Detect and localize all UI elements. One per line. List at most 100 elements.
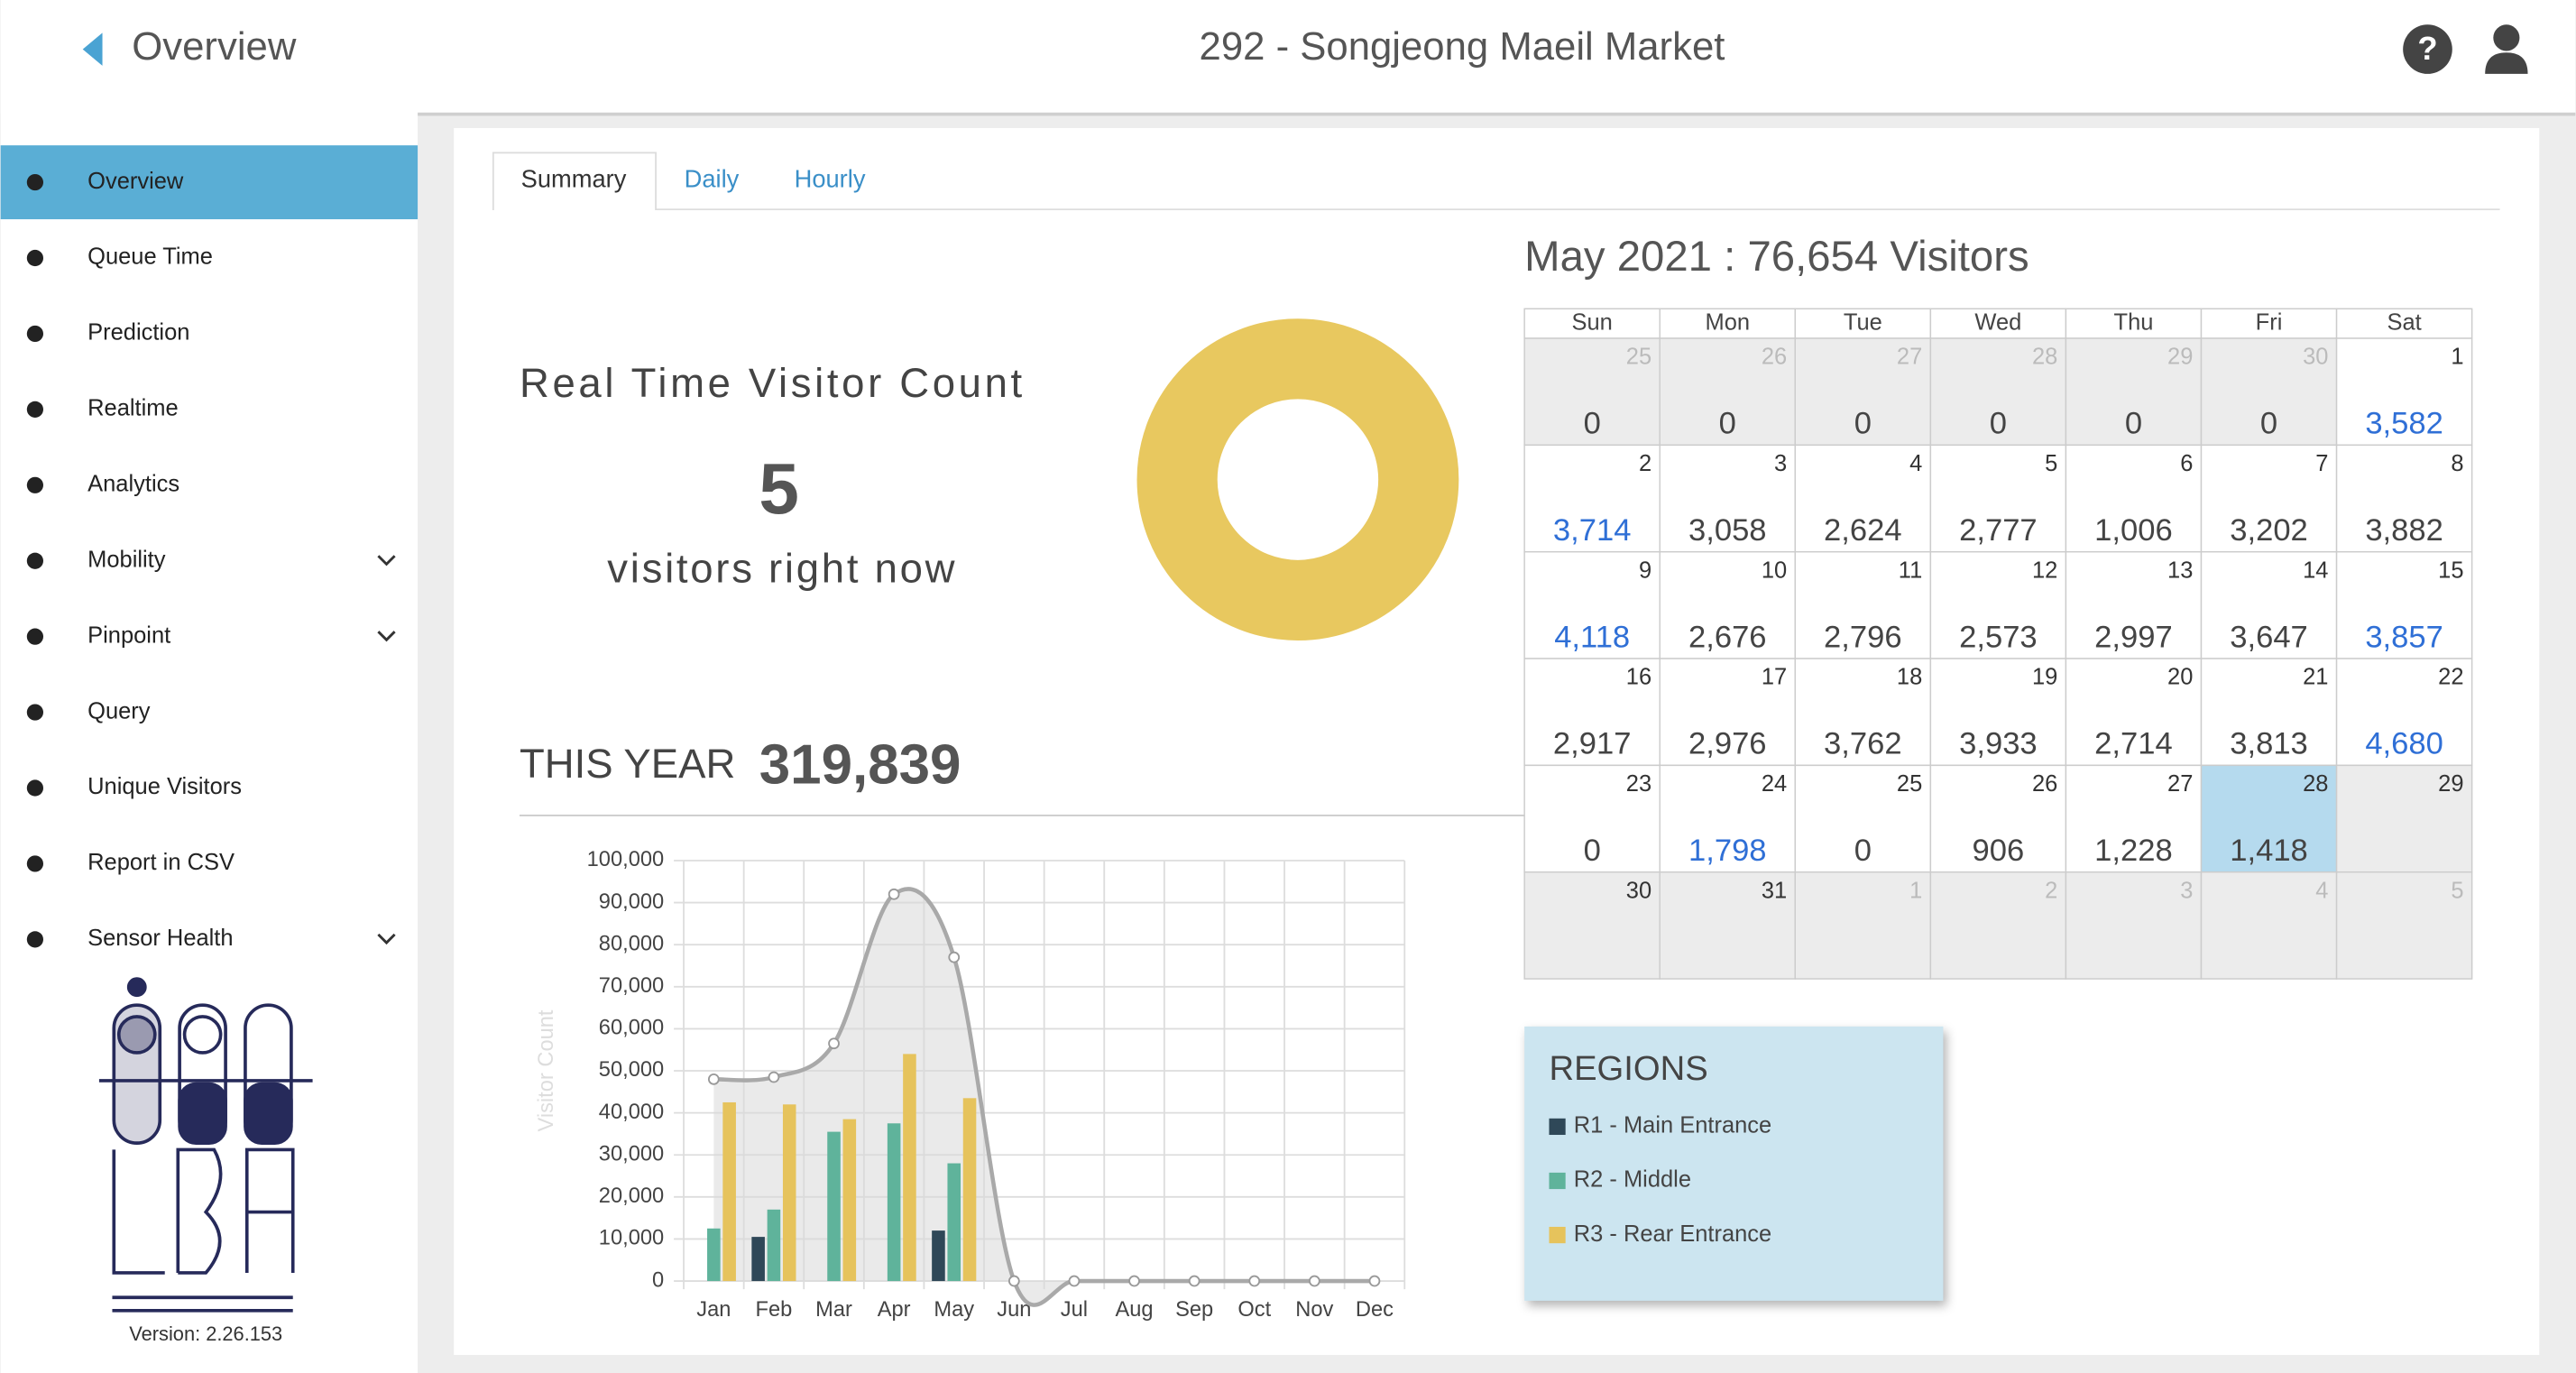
calendar-cell[interactable] — [1659, 444, 1797, 553]
calendar-day: 8 — [2451, 451, 2463, 476]
calendar-day: 21 — [2303, 665, 2328, 690]
x-tick-label: May — [934, 1298, 974, 1322]
calendar-cell[interactable] — [1929, 658, 2067, 767]
calendar-cell[interactable] — [2335, 658, 2473, 767]
y-axis-label: Visitor Count — [535, 1009, 558, 1131]
nav-item[interactable]: Query — [87, 698, 151, 723]
calendar-day: 9 — [1639, 557, 1651, 583]
nav-chevron[interactable] — [377, 933, 396, 945]
nav-icon — [26, 628, 44, 645]
calendar-count: 2,796 — [1824, 620, 1902, 654]
svg-text:?: ? — [2417, 30, 2437, 67]
calendar-cell[interactable] — [1659, 337, 1797, 447]
calendar-count: 0 — [2260, 407, 2277, 441]
calendar-cell[interactable] — [2200, 550, 2338, 659]
nav-chevron[interactable] — [377, 555, 396, 567]
nav-item[interactable]: Mobility — [87, 547, 166, 572]
calendar-cell[interactable] — [1794, 444, 1932, 553]
calendar-day: 17 — [1762, 665, 1787, 690]
calendar-cell[interactable] — [2200, 658, 2338, 767]
user-icon[interactable] — [2485, 24, 2528, 74]
x-tick-label: Nov — [1295, 1298, 1333, 1322]
calendar-day: 27 — [2167, 771, 2193, 797]
tab[interactable]: Daily — [685, 164, 740, 192]
bar — [722, 1101, 736, 1282]
bar — [887, 1123, 901, 1282]
bar — [932, 1230, 945, 1282]
calendar-cell[interactable] — [2200, 871, 2338, 980]
line-point — [948, 951, 961, 963]
calendar-cell[interactable] — [2200, 444, 2338, 553]
calendar-cell[interactable] — [1794, 871, 1932, 980]
calendar-cell[interactable] — [1523, 658, 1661, 767]
calendar-day: 14 — [2303, 557, 2328, 583]
calendar-count: 2,976 — [1688, 727, 1767, 761]
nav-icon — [26, 704, 44, 721]
y-tick-label: 10,000 — [599, 1227, 664, 1250]
nav-item[interactable]: Analytics — [87, 472, 179, 497]
nav-item[interactable]: Sensor Health — [87, 926, 233, 951]
nav-item[interactable]: Realtime — [87, 396, 178, 421]
tab[interactable]: Summary — [521, 164, 627, 192]
calendar-count: 2,777 — [1959, 513, 2038, 548]
calendar-day: 13 — [2167, 557, 2193, 583]
calendar-cell[interactable] — [2335, 871, 2473, 980]
nav-active — [0, 145, 419, 220]
calendar-cell[interactable] — [1929, 337, 2067, 447]
tab[interactable]: Hourly — [795, 164, 866, 192]
calendar-day: 30 — [2303, 345, 2328, 370]
calendar-head-cell — [1523, 308, 1661, 339]
calendar-count: 0 — [2125, 407, 2142, 441]
calendar-weekday: Sat — [2387, 309, 2421, 335]
calendar-count: 0 — [1854, 834, 1872, 868]
page-title: 292 - Songjeong Maeil Market — [1200, 24, 1725, 69]
nav-item[interactable]: Report in CSV — [87, 850, 235, 875]
legend-box — [1524, 1026, 1944, 1301]
nav-chevron[interactable] — [377, 631, 396, 642]
nav-item[interactable]: Prediction — [87, 320, 189, 346]
bar — [962, 1098, 977, 1282]
realtime-title: Real Time Visitor Count — [520, 360, 1026, 406]
calendar-cell[interactable] — [2335, 444, 2473, 553]
calendar-cell[interactable] — [1523, 764, 1661, 873]
x-tick-label: Sep — [1175, 1298, 1213, 1322]
nav-icon — [26, 855, 44, 872]
calendar-cell[interactable] — [1659, 550, 1797, 659]
calendar-cell[interactable] — [1794, 550, 1932, 659]
help-icon[interactable]: ? — [2403, 24, 2452, 74]
calendar-cell[interactable] — [1929, 550, 2067, 659]
calendar-day: 5 — [2451, 878, 2463, 903]
nav-item[interactable]: Overview — [87, 169, 184, 194]
calendar-cell[interactable] — [1659, 658, 1797, 767]
calendar-count: 0 — [1854, 407, 1872, 441]
back-arrow[interactable] — [82, 32, 103, 66]
calendar-cell[interactable] — [2065, 337, 2203, 447]
calendar-day: 7 — [2315, 451, 2328, 476]
calendar-day: 20 — [2167, 665, 2193, 690]
calendar-head-cell — [1659, 308, 1797, 339]
bar — [842, 1119, 857, 1282]
calendar-cell[interactable] — [1523, 337, 1661, 447]
calendar-day: 31 — [1762, 878, 1787, 903]
calendar-cell[interactable] — [2335, 764, 2473, 873]
calendar-cell[interactable] — [1794, 658, 1932, 767]
bar — [751, 1237, 765, 1282]
line-point — [1368, 1275, 1381, 1287]
calendar-head-cell — [1929, 308, 2067, 339]
calendar-cell[interactable] — [1659, 764, 1797, 873]
back-label[interactable]: Overview — [132, 24, 297, 69]
nav-item[interactable]: Unique Visitors — [87, 774, 242, 799]
y-tick-label: 50,000 — [599, 1058, 664, 1082]
y-tick-label: 100,000 — [587, 848, 665, 871]
y-tick-label: 80,000 — [599, 932, 664, 955]
nav-item[interactable]: Queue Time — [87, 244, 213, 270]
calendar-cell[interactable] — [2065, 871, 2203, 980]
nav-item[interactable]: Pinpoint — [87, 622, 170, 648]
calendar-cell[interactable] — [2335, 550, 2473, 659]
calendar-cell[interactable] — [2065, 550, 2203, 659]
calendar-day: 25 — [1626, 345, 1651, 370]
calendar-day: 4 — [1909, 451, 1922, 476]
legend-title: REGIONS — [1549, 1049, 1707, 1088]
y-tick-label: 90,000 — [599, 890, 664, 914]
calendar-cell[interactable] — [1794, 337, 1932, 447]
